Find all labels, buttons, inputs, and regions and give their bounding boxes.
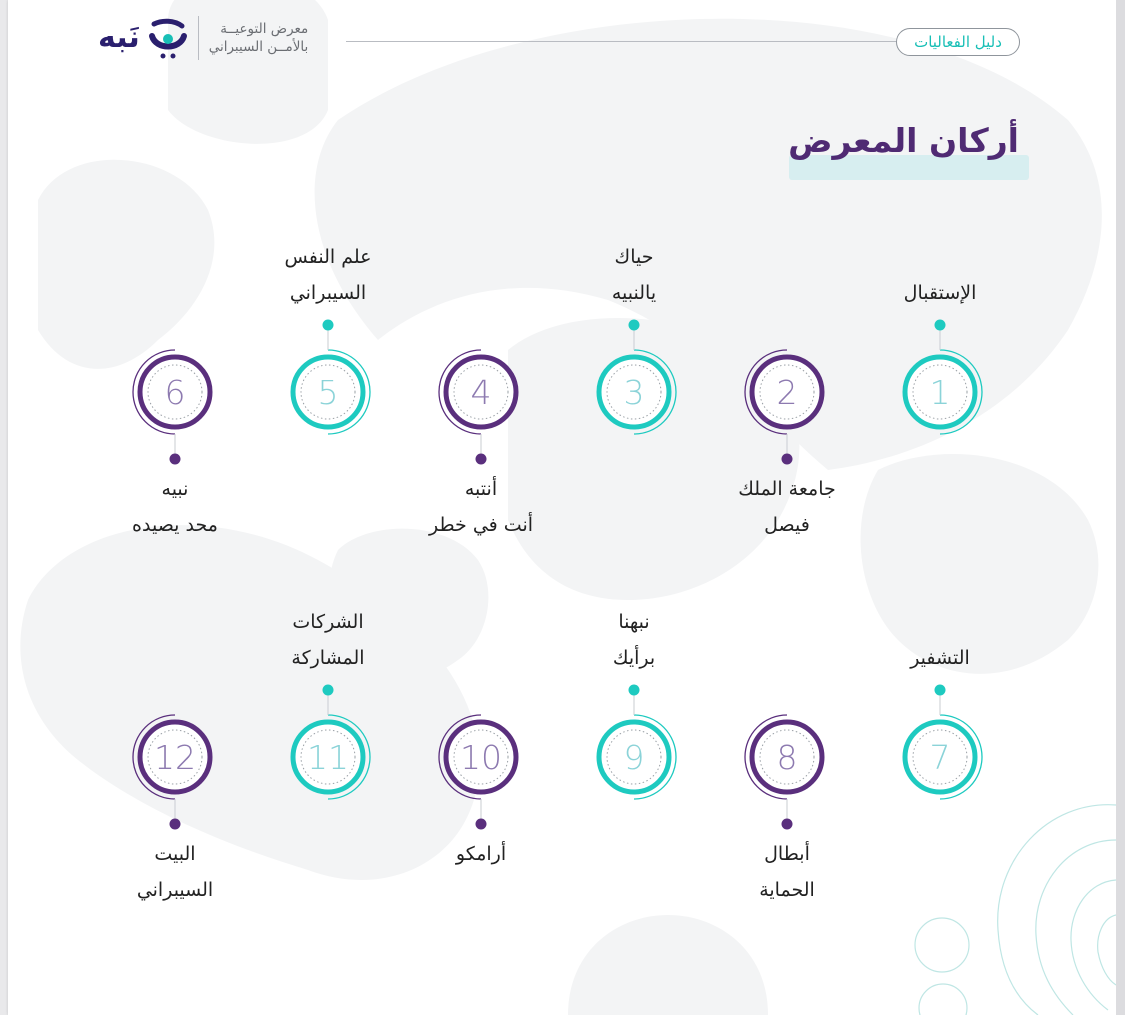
pillar-label: أنتبه أنت في خطر (381, 471, 581, 543)
pillar-label-line: أبطال (764, 843, 810, 865)
pillar-2: 2 جامعة الملك فيصل (707, 313, 867, 536)
logo-caption-line-1: معرض التوعيــة (220, 21, 309, 37)
pillar-6: 6 نبيه محد يصيده (95, 313, 255, 536)
pillar-number: 10 (460, 737, 502, 777)
pillar-label-line: التشفير (910, 647, 970, 669)
section-heading: أركان المعرض (788, 115, 1029, 181)
pillar-8-marker (744, 714, 825, 830)
page-edge (1116, 0, 1125, 1015)
pillar-label-line: حياك (614, 246, 654, 268)
pillar-9: 9 نبهنا برأيك (554, 611, 714, 858)
pillar-label-line: أنت في خطر (428, 514, 534, 536)
pillar-number: 5 (317, 372, 339, 412)
pillar-label: البيت السيبراني (75, 836, 275, 908)
logo-separator (197, 16, 199, 60)
pillar-label: أرامكو (381, 836, 581, 872)
pillar-label-line: برأيك (612, 647, 656, 669)
events-guide-badge: دليل الفعاليات (896, 28, 1020, 56)
pillar-number: 2 (776, 372, 798, 412)
pillar-label: الشركات المشاركة (228, 604, 428, 676)
pillar-label-line: المشاركة (291, 647, 365, 669)
pillar-3-marker (596, 319, 677, 435)
pillar-4-marker (438, 349, 519, 465)
pillar-7-marker (902, 684, 983, 800)
logo-caption: معرض التوعيــة بالأمــن السيبراني (209, 20, 309, 56)
pillar-number: 4 (470, 372, 492, 412)
pillar-number: 11 (307, 737, 349, 777)
pillar-label: علم النفس السيبراني (228, 239, 428, 311)
pillar-2-marker (744, 349, 825, 465)
pillar-label: نبهنا برأيك (534, 604, 734, 676)
pillar-label-line: فيصل (764, 514, 810, 536)
pillar-label-line: أرامكو (455, 843, 507, 865)
pillar-label: الإستقبال (840, 275, 1040, 311)
pillar-label: التشفير (840, 640, 1040, 676)
logo-eye-icon (148, 18, 187, 59)
pillar-4: 4 أنتبه أنت في خطر (401, 313, 561, 536)
pillar-label-line: أنتبه (464, 478, 498, 500)
pillar-label: جامعة الملك فيصل (687, 471, 887, 543)
pillar-11: 11 الشركات المشاركة (248, 611, 408, 858)
pillar-label-line: الشركات (292, 611, 364, 633)
pillar-5-marker (290, 319, 371, 435)
pillar-label-line: جامعة الملك (738, 478, 836, 500)
pillar-number: 6 (164, 372, 186, 412)
background-decoration (20, 0, 1116, 1015)
pillar-1: 1 الإستقبال (860, 282, 1020, 493)
logo-wordmark: نَبه (98, 20, 140, 55)
pillar-label-line: الحماية (759, 879, 815, 901)
pillar-8: 8 أبطال الحماية (707, 678, 867, 901)
pillar-label: أبطال الحماية (687, 836, 887, 908)
pillar-12-marker (132, 714, 213, 830)
pillar-label-line: السيبراني (136, 879, 214, 901)
pillar-number: 9 (623, 737, 645, 777)
pillar-label: نبيه محد يصيده (75, 471, 275, 543)
pillar-10: 10 أرامكو (401, 678, 561, 865)
pillar-label-line: علم النفس (284, 246, 372, 268)
logo-caption-line-2: بالأمــن السيبراني (208, 39, 309, 55)
header-divider (346, 41, 906, 42)
section-heading-highlight (789, 155, 1029, 180)
pillar-11-marker (290, 684, 371, 800)
pillar-label-line: محد يصيده (132, 514, 218, 536)
pillar-label: حياك يالنبيه (534, 239, 734, 311)
pillar-9-marker (596, 684, 677, 800)
pillar-1-marker (902, 319, 983, 435)
pillar-label-line: البيت (154, 843, 196, 865)
pillar-10-marker (438, 714, 519, 830)
pillar-6-marker (132, 349, 213, 465)
exhibition-logo: نَبه معرض التوعيــة بالأمــن السيبراني (98, 16, 308, 60)
pillar-label-line: يالنبيه (611, 282, 657, 304)
section-title: أركان المعرض (788, 121, 1019, 160)
guide-page: دليل الفعاليات نَبه معرض التوعيــة بالأم… (8, 0, 1116, 1015)
pillar-number: 1 (929, 372, 951, 412)
pillar-3: 3 حياك يالنبيه (554, 246, 714, 493)
pillar-number: 3 (623, 372, 645, 412)
events-guide-label: دليل الفعاليات (914, 33, 1002, 51)
pillar-number: 7 (929, 737, 951, 777)
pillar-7: 7 التشفير (860, 647, 1020, 858)
pillar-5: 5 علم النفس السيبراني (248, 246, 408, 493)
pillar-label-line: نبهنا (618, 611, 650, 633)
pillar-number: 12 (154, 737, 196, 777)
pillar-label-line: نبيه (161, 478, 189, 500)
pillar-label-line: السيبراني (289, 282, 367, 304)
pillar-12: 12 البيت السيبراني (95, 678, 255, 901)
pillar-label-line: الإستقبال (903, 282, 977, 304)
pillar-number: 8 (776, 737, 798, 777)
